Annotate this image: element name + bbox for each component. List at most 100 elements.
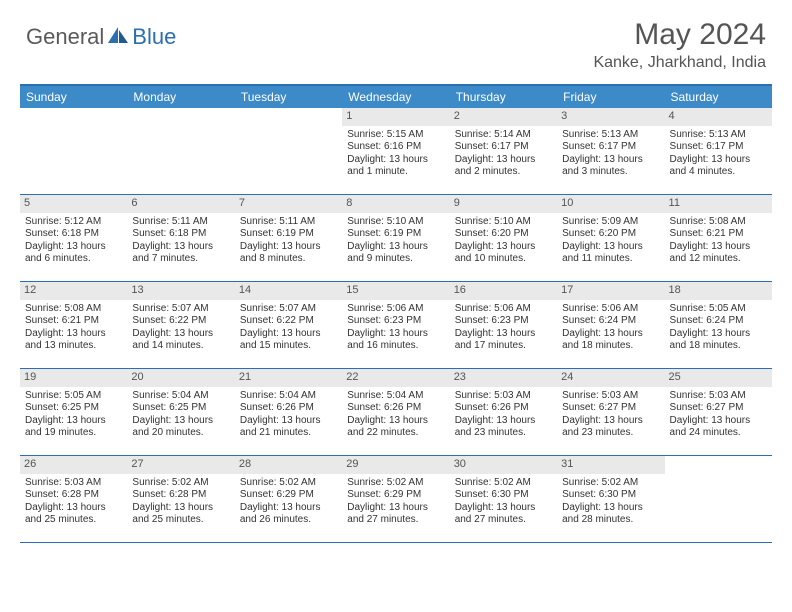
calendar-day-cell: 31Sunrise: 5:02 AMSunset: 6:30 PMDayligh…: [557, 456, 664, 542]
day-number: 22: [342, 369, 449, 387]
daylight-text: Daylight: 13 hours and 25 minutes.: [25, 502, 122, 527]
sunset-text: Sunset: 6:26 PM: [240, 402, 337, 415]
day-content: Sunrise: 5:12 AMSunset: 6:18 PMDaylight:…: [25, 216, 122, 266]
header: General Blue May 2024 Kanke, Jharkhand, …: [0, 0, 792, 80]
calendar-day-cell: 22 Sunrise: 5:04 AMSunset: 6:26 PMDayligh…: [342, 369, 449, 455]
daylight-text: Daylight: 13 hours and 18 minutes.: [562, 328, 659, 353]
weekday-header: Thursday: [450, 86, 557, 108]
calendar-day-cell: 23Sunrise: 5:03 AMSunset: 6:26 PMDayligh…: [450, 369, 557, 455]
day-content: Sunrise: 5:04 AMSunset: 6:26 PMDaylight:…: [240, 390, 337, 440]
sail-icon: [106, 25, 130, 50]
calendar-day-cell: 21Sunrise: 5:04 AMSunset: 6:26 PMDayligh…: [235, 369, 342, 455]
sunset-text: Sunset: 6:28 PM: [25, 489, 122, 502]
calendar-day-cell: 8 Sunrise: 5:10 AMSunset: 6:19 PMDaylight…: [342, 195, 449, 281]
calendar-day-cell: 14Sunrise: 5:07 AMSunset: 6:22 PMDayligh…: [235, 282, 342, 368]
day-number: 5: [20, 195, 127, 213]
day-number: 7: [235, 195, 342, 213]
daylight-text: Daylight: 13 hours and 23 minutes.: [455, 415, 552, 440]
day-content: Sunrise: 5:02 AMSunset: 6:28 PMDaylight:…: [132, 477, 229, 527]
sunrise-text: Sunrise: 5:13 AM: [670, 129, 767, 142]
sunset-text: Sunset: 6:16 PM: [347, 141, 444, 154]
day-number: 30: [450, 456, 557, 474]
sunrise-text: Sunrise: 5:03 AM: [670, 390, 767, 403]
daylight-text: Daylight: 13 hours and 22 minutes.: [347, 415, 444, 440]
day-content: Sunrise: 5:03 AMSunset: 6:28 PMDaylight:…: [25, 477, 122, 527]
calendar-day-cell: 7Sunrise: 5:11 AMSunset: 6:19 PMDaylight…: [235, 195, 342, 281]
day-content: Sunrise: 5:08 AMSunset: 6:21 PMDaylight:…: [25, 303, 122, 353]
sunset-text: Sunset: 6:22 PM: [132, 315, 229, 328]
sunset-text: Sunset: 6:20 PM: [562, 228, 659, 241]
calendar-day-cell: 5 Sunrise: 5:12 AMSunset: 6:18 PMDaylight…: [20, 195, 127, 281]
day-content: Sunrise: 5:10 AMSunset: 6:19 PMDaylight:…: [347, 216, 444, 266]
sunrise-text: Sunrise: 5:06 AM: [347, 303, 444, 316]
sunrise-text: Sunrise: 5:02 AM: [455, 477, 552, 490]
sunrise-text: Sunrise: 5:10 AM: [347, 216, 444, 229]
sunset-text: Sunset: 6:17 PM: [670, 141, 767, 154]
sunrise-text: Sunrise: 5:13 AM: [562, 129, 659, 142]
sunrise-text: Sunrise: 5:10 AM: [455, 216, 552, 229]
calendar-week-row: 12 Sunrise: 5:08 AMSunset: 6:21 PMDayligh…: [20, 282, 772, 369]
calendar-day-cell: 25Sunrise: 5:03 AMSunset: 6:27 PMDayligh…: [665, 369, 772, 455]
day-content: Sunrise: 5:15 AMSunset: 6:16 PMDaylight:…: [347, 129, 444, 179]
day-number: 4: [665, 108, 772, 126]
sunrise-text: Sunrise: 5:06 AM: [562, 303, 659, 316]
sunrise-text: Sunrise: 5:08 AM: [670, 216, 767, 229]
weekday-header: Wednesday: [342, 86, 449, 108]
calendar-week-row: 26Sunrise: 5:03 AMSunset: 6:28 PMDayligh…: [20, 456, 772, 543]
day-content: Sunrise: 5:02 AMSunset: 6:29 PMDaylight:…: [240, 477, 337, 527]
day-content: Sunrise: 5:13 AMSunset: 6:17 PMDaylight:…: [670, 129, 767, 179]
daylight-text: Daylight: 13 hours and 12 minutes.: [670, 241, 767, 266]
sunset-text: Sunset: 6:18 PM: [25, 228, 122, 241]
day-content: Sunrise: 5:03 AMSunset: 6:26 PMDaylight:…: [455, 390, 552, 440]
sunrise-text: Sunrise: 5:03 AM: [25, 477, 122, 490]
day-number: 26: [20, 456, 127, 474]
day-content: Sunrise: 5:04 AMSunset: 6:25 PMDaylight:…: [132, 390, 229, 440]
sunset-text: Sunset: 6:26 PM: [455, 402, 552, 415]
day-content: Sunrise: 5:08 AMSunset: 6:21 PMDaylight:…: [670, 216, 767, 266]
daylight-text: Daylight: 13 hours and 15 minutes.: [240, 328, 337, 353]
sunset-text: Sunset: 6:24 PM: [562, 315, 659, 328]
day-number: 29: [342, 456, 449, 474]
daylight-text: Daylight: 13 hours and 11 minutes.: [562, 241, 659, 266]
sunset-text: Sunset: 6:23 PM: [455, 315, 552, 328]
daylight-text: Daylight: 13 hours and 13 minutes.: [25, 328, 122, 353]
calendar-day-cell: 15Sunrise: 5:06 AMSunset: 6:23 PMDayligh…: [342, 282, 449, 368]
sunset-text: Sunset: 6:26 PM: [347, 402, 444, 415]
daylight-text: Daylight: 13 hours and 23 minutes.: [562, 415, 659, 440]
calendar-day-cell: .: [235, 108, 342, 194]
day-number: 1: [342, 108, 449, 126]
brand-text-blue: Blue: [132, 24, 176, 50]
day-number: 12: [20, 282, 127, 300]
calendar-day-cell: 17Sunrise: 5:06 AMSunset: 6:24 PMDayligh…: [557, 282, 664, 368]
daylight-text: Daylight: 13 hours and 19 minutes.: [25, 415, 122, 440]
sunrise-text: Sunrise: 5:04 AM: [132, 390, 229, 403]
day-content: Sunrise: 5:05 AMSunset: 6:25 PMDaylight:…: [25, 390, 122, 440]
day-content: Sunrise: 5:07 AMSunset: 6:22 PMDaylight:…: [132, 303, 229, 353]
day-number: 27: [127, 456, 234, 474]
sunrise-text: Sunrise: 5:02 AM: [347, 477, 444, 490]
sunset-text: Sunset: 6:25 PM: [25, 402, 122, 415]
calendar-day-cell: 30Sunrise: 5:02 AMSunset: 6:30 PMDayligh…: [450, 456, 557, 542]
calendar-day-cell: 1 Sunrise: 5:15 AMSunset: 6:16 PMDaylight…: [342, 108, 449, 194]
calendar-day-cell: 28Sunrise: 5:02 AMSunset: 6:29 PMDayligh…: [235, 456, 342, 542]
day-number: 6: [127, 195, 234, 213]
daylight-text: Daylight: 13 hours and 18 minutes.: [670, 328, 767, 353]
calendar-day-cell: .: [20, 108, 127, 194]
day-number: 16: [450, 282, 557, 300]
sunset-text: Sunset: 6:19 PM: [347, 228, 444, 241]
brand-text-general: General: [26, 24, 104, 50]
day-number: 20: [127, 369, 234, 387]
sunset-text: Sunset: 6:22 PM: [240, 315, 337, 328]
calendar-day-cell: 27 Sunrise: 5:02 AMSunset: 6:28 PMDayligh…: [127, 456, 234, 542]
day-number: 8: [342, 195, 449, 213]
calendar-week-row: ...1Sunrise: 5:15 AMSunset: 6:16 PMDayli…: [20, 108, 772, 195]
daylight-text: Daylight: 13 hours and 25 minutes.: [132, 502, 229, 527]
daylight-text: Daylight: 13 hours and 26 minutes.: [240, 502, 337, 527]
sunset-text: Sunset: 6:17 PM: [455, 141, 552, 154]
calendar-week-row: 19Sunrise: 5:05 AMSunset: 6:25 PMDayligh…: [20, 369, 772, 456]
calendar-day-cell: 20 Sunrise: 5:04 AMSunset: 6:25 PMDayligh…: [127, 369, 234, 455]
day-content: Sunrise: 5:04 AMSunset: 6:26 PMDaylight:…: [347, 390, 444, 440]
day-content: Sunrise: 5:10 AMSunset: 6:20 PMDaylight:…: [455, 216, 552, 266]
calendar-day-cell: 3Sunrise: 5:13 AMSunset: 6:17 PMDaylight…: [557, 108, 664, 194]
sunrise-text: Sunrise: 5:02 AM: [562, 477, 659, 490]
